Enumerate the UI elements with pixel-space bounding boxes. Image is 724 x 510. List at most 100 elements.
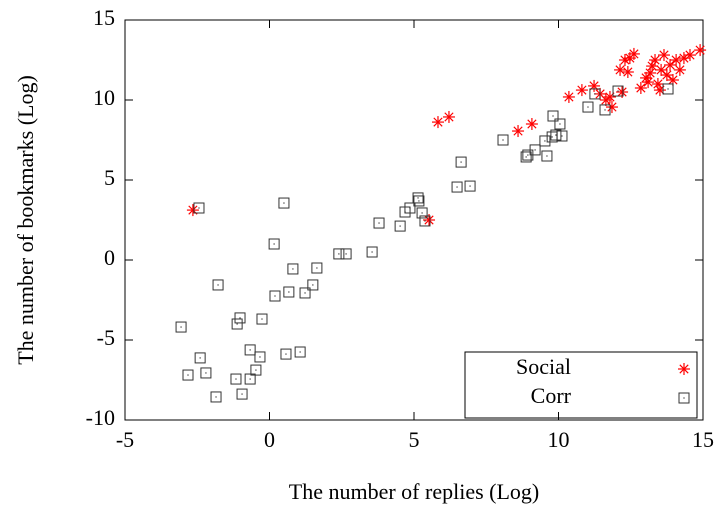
asterisk-point	[575, 84, 588, 97]
square-point	[554, 118, 566, 130]
x-axis-label: The number of replies (Log)	[289, 479, 539, 504]
square-point	[582, 101, 594, 113]
square-dot	[552, 115, 554, 117]
asterisk-stroke	[685, 50, 695, 60]
square-outline	[236, 388, 248, 400]
y-tick-label: -5	[97, 325, 115, 350]
square-point	[210, 391, 222, 403]
square-dot	[617, 90, 619, 92]
square-dot	[261, 318, 263, 320]
square-dot	[418, 200, 420, 202]
square-outline	[182, 369, 194, 381]
square-point	[556, 130, 568, 142]
y-tick-label: 10	[93, 85, 115, 110]
asterisk-stroke	[671, 55, 681, 65]
square-dot	[502, 139, 504, 141]
square-point	[333, 248, 345, 260]
square-outline	[416, 207, 428, 219]
square-dot	[285, 353, 287, 355]
square-dot	[198, 207, 200, 209]
square-point	[254, 351, 266, 363]
asterisk-stroke	[675, 65, 685, 75]
x-tick-label: -5	[116, 427, 134, 452]
square-dot	[239, 317, 241, 319]
asterisk-stroke	[641, 73, 651, 83]
square-outline	[175, 321, 187, 333]
square-dot	[274, 295, 276, 297]
y-tick-label: 0	[104, 245, 115, 270]
square-outline	[311, 262, 323, 274]
asterisk-point	[683, 49, 696, 62]
square-outline	[193, 202, 205, 214]
asterisk-point	[673, 63, 686, 76]
square-dot	[421, 212, 423, 214]
square-dot	[255, 369, 257, 371]
square-point	[268, 238, 280, 250]
square-dot	[555, 134, 557, 136]
asterisk-stroke	[695, 45, 705, 55]
x-tick-label: 0	[264, 427, 275, 452]
asterisk-point	[655, 63, 668, 76]
square-point	[244, 344, 256, 356]
asterisk-stroke	[629, 49, 639, 59]
square-dot	[236, 323, 238, 325]
square-point	[283, 286, 295, 298]
asterisk-stroke	[668, 75, 678, 85]
x-tick-label: 10	[548, 427, 570, 452]
asterisk-stroke	[433, 117, 443, 127]
square-outline	[455, 156, 467, 168]
square-outline	[373, 217, 385, 229]
square-point	[589, 88, 601, 100]
asterisk-point	[694, 44, 707, 57]
square-point	[373, 217, 385, 229]
square-dot	[180, 326, 182, 328]
square-point	[311, 262, 323, 274]
y-tick-label: 5	[104, 165, 115, 190]
asterisk-stroke	[513, 126, 523, 136]
square-point	[230, 373, 242, 385]
square-outline	[212, 279, 224, 291]
square-point	[451, 181, 463, 193]
square-outline	[254, 351, 266, 363]
square-outline	[556, 130, 568, 142]
square-dot	[683, 397, 685, 399]
x-tick-label: 5	[409, 427, 420, 452]
square-outline	[244, 344, 256, 356]
square-point	[662, 83, 674, 95]
asterisk-point	[603, 90, 616, 103]
square-outline	[550, 129, 562, 141]
square-point	[278, 197, 290, 209]
asterisk-stroke	[188, 205, 198, 215]
asterisk-stroke	[662, 70, 672, 80]
asterisk-stroke	[650, 55, 660, 65]
square-dot	[587, 106, 589, 108]
square-outline	[678, 392, 690, 404]
asterisk-point	[627, 47, 640, 60]
square-dot	[561, 135, 563, 137]
square-dot	[594, 93, 596, 95]
asterisk-stroke	[656, 65, 666, 75]
square-outline	[404, 202, 416, 214]
square-point	[413, 195, 425, 207]
square-outline	[194, 352, 206, 364]
square-outline	[294, 346, 306, 358]
square-point	[307, 279, 319, 291]
asterisk-point	[642, 76, 655, 89]
square-outline	[539, 135, 551, 147]
asterisk-stroke	[527, 119, 537, 129]
asterisk-point	[678, 363, 690, 375]
square-outline	[250, 364, 262, 376]
square-outline	[582, 101, 594, 113]
square-dot	[288, 291, 290, 293]
square-outline	[287, 263, 299, 275]
square-dot	[249, 349, 251, 351]
square-dot	[304, 292, 306, 294]
square-outline	[419, 215, 431, 227]
asterisk-point	[664, 58, 677, 71]
square-dot	[299, 351, 301, 353]
square-point	[497, 134, 509, 146]
asterisk-point	[621, 66, 634, 78]
square-dot	[205, 372, 207, 374]
square-dot	[525, 156, 527, 158]
